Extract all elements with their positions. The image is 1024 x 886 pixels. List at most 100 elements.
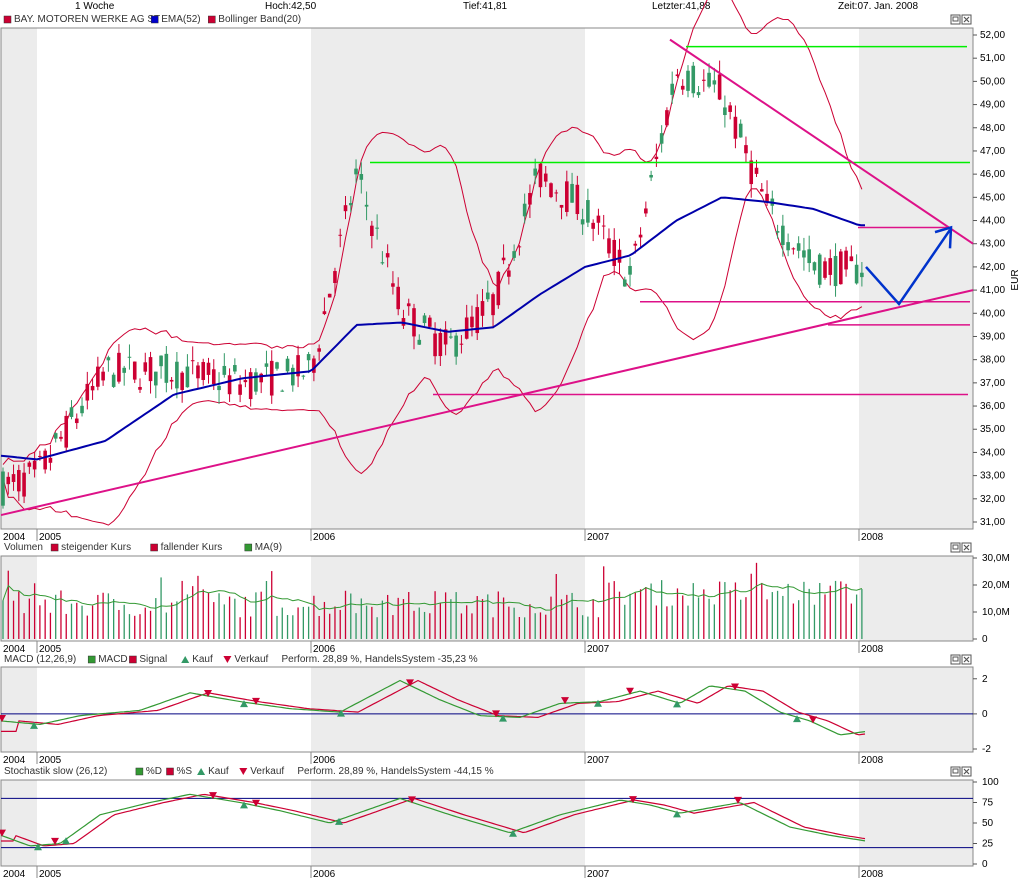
candle-body <box>738 123 743 138</box>
x-tick-label-2007: 2007 <box>587 869 610 880</box>
price-y-tick-label: 41,00 <box>980 285 1005 296</box>
legend-label: MA(9) <box>255 542 282 553</box>
candle-body <box>296 355 300 377</box>
legend-swatch <box>135 767 144 776</box>
legend-swatch <box>166 767 174 776</box>
candle-body <box>638 234 643 238</box>
candle-body <box>680 85 685 90</box>
stoch-s-line <box>1 793 866 847</box>
candle-body <box>391 283 395 287</box>
candle-body <box>301 375 306 377</box>
price-y-tick-label: 47,00 <box>980 146 1005 157</box>
price-year-shade <box>1 28 37 529</box>
macd-sell-marker <box>252 697 260 705</box>
close-icon <box>963 544 970 551</box>
candle-body <box>327 293 332 298</box>
price-panel-frame <box>0 27 974 530</box>
candle-body <box>491 294 495 316</box>
stoch-sell-marker <box>209 792 217 800</box>
legend-label: fallender Kurs <box>161 542 223 553</box>
candle-body <box>154 371 158 386</box>
price-y-tick-label: 32,00 <box>980 494 1005 505</box>
close-icon <box>963 768 970 775</box>
stoch-year-shade <box>1 780 37 866</box>
candle-body <box>665 110 669 126</box>
candle-body <box>691 65 696 94</box>
candle-body <box>190 360 195 362</box>
candle-body <box>64 415 69 448</box>
stoch-buy-marker <box>34 843 42 851</box>
x-tick-label-2006: 2006 <box>313 755 336 766</box>
candle-body <box>533 168 537 176</box>
price-restore-button[interactable] <box>950 14 961 25</box>
price-y-tick-label: 31,00 <box>980 517 1005 528</box>
restore-icon <box>952 768 959 774</box>
candle-body <box>96 366 100 387</box>
x-tick-label-2008: 2008 <box>861 869 884 880</box>
price-year-shade <box>311 28 585 529</box>
candle-body <box>449 336 453 338</box>
candle-body <box>649 174 653 178</box>
stoch-sell-marker <box>51 837 59 845</box>
bollinger-upper-line <box>2 0 863 465</box>
candle-body <box>607 238 611 254</box>
stoch-d-line <box>0 793 866 847</box>
macd-legend-bar <box>0 654 1024 666</box>
macd-buy-marker <box>240 700 248 708</box>
high-label: Hoch:42,50 <box>265 1 317 12</box>
macd-buy-marker <box>673 700 681 708</box>
legend-swatch <box>50 543 59 552</box>
stoch-y-tick-label: 50 <box>982 818 994 829</box>
candle-body <box>717 74 722 100</box>
candle-body <box>765 193 769 202</box>
candle-body <box>601 225 606 227</box>
price-y-tick-label: 42,00 <box>980 262 1005 273</box>
macd-line <box>0 679 866 736</box>
stoch-year-shade <box>859 780 973 866</box>
legend-label: Verkauf <box>250 766 284 777</box>
macd-year-shade <box>859 667 973 752</box>
vol-year-shade <box>859 556 973 641</box>
macd-sell-marker <box>731 683 739 691</box>
candle-body <box>11 474 16 482</box>
stoch-sell-marker <box>629 796 637 804</box>
candle-body <box>812 262 817 271</box>
forecast-arrowhead <box>934 225 953 249</box>
price-y-tick-label: 45,00 <box>980 192 1005 203</box>
candle-body <box>686 70 690 91</box>
candle-body <box>744 145 748 154</box>
candle-body <box>464 317 469 339</box>
candle-body <box>791 248 796 250</box>
candle-body <box>348 203 353 206</box>
rising-trendline <box>0 289 974 517</box>
candle-body <box>817 254 822 285</box>
candle-body <box>712 80 717 85</box>
legend-label: BAY. MOTOREN WERKE AG ST <box>14 14 160 25</box>
legend-label: %S <box>177 766 193 777</box>
candle-body <box>338 234 343 236</box>
candle-body <box>280 390 285 392</box>
candle-body <box>69 407 74 417</box>
candle-body <box>317 348 321 352</box>
candle-body <box>543 173 548 182</box>
candle-body <box>217 385 221 391</box>
stoch-restore-button[interactable] <box>950 766 961 777</box>
legend-label: Perform. 28,89 %, HandelsSystem -35,23 % <box>282 654 478 665</box>
candle-body <box>406 303 411 307</box>
candle-body <box>148 357 153 382</box>
candle-body <box>823 261 827 278</box>
candle-body <box>454 335 458 357</box>
candle-body <box>180 372 184 390</box>
vol-panel-frame <box>0 555 974 642</box>
candle-body <box>754 167 759 174</box>
ema-line <box>0 196 865 461</box>
macd-restore-button[interactable] <box>950 654 961 665</box>
candle-body <box>354 168 358 175</box>
x-tick-label-2005: 2005 <box>39 869 62 880</box>
macd-sell-marker <box>626 687 634 695</box>
candle-body <box>74 418 79 424</box>
candle-body <box>185 366 190 388</box>
x-tick-label-2004: 2004 <box>3 532 26 543</box>
vol-restore-button[interactable] <box>950 542 961 553</box>
